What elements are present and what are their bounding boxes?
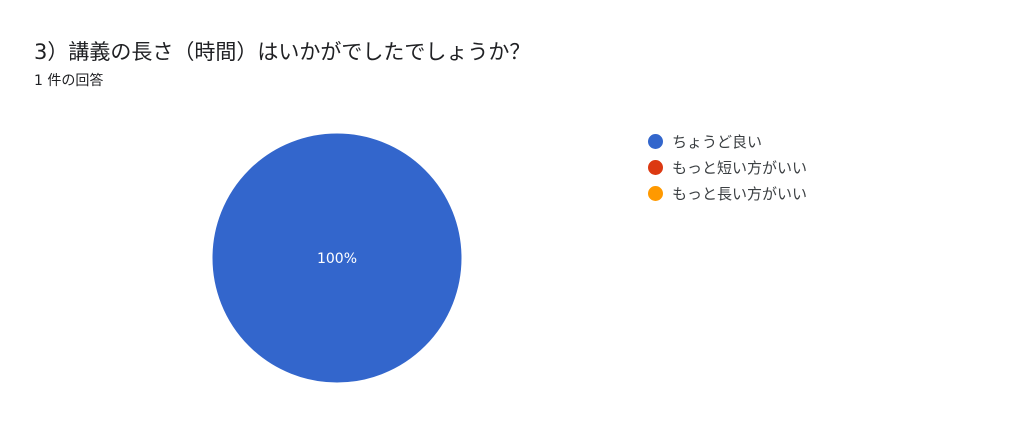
pie-slice-0[interactable]: [211, 132, 463, 384]
legend-swatch: [648, 185, 663, 201]
legend-label: ちょうど良い: [672, 132, 763, 151]
question-title: 3）講義の長さ（時間）はいかがでしたでしょうか？: [34, 40, 531, 64]
legend-swatch: [648, 159, 663, 175]
legend-item[interactable]: もっと短い方がいい: [648, 154, 807, 180]
legend-label: もっと長い方がいい: [672, 184, 808, 203]
legend-label: もっと短い方がいい: [672, 158, 808, 177]
chart-legend: ちょうど良いもっと短い方がいい もっと長い方がいい: [648, 128, 807, 206]
legend-item[interactable]: もっと長い方がいい: [648, 180, 807, 206]
legend-swatch: [648, 133, 663, 149]
legend-item[interactable]: ちょうど良い: [648, 128, 807, 154]
pie-data-label-0: 100%: [317, 251, 357, 267]
response-count: 1 件の回答: [34, 73, 104, 89]
